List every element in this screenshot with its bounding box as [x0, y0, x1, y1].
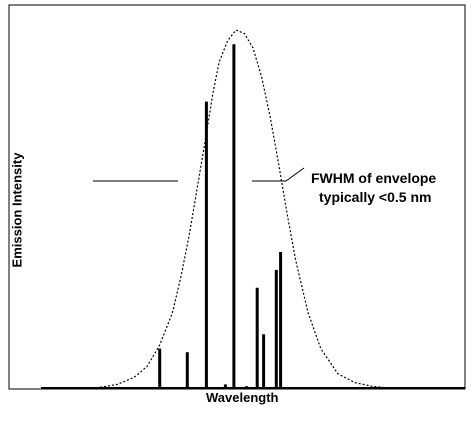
emission-lines	[158, 44, 283, 388]
fwhm-annotation-line-2: typically <0.5 nm	[319, 189, 432, 205]
fwhm-leader-right	[252, 167, 305, 182]
fwhm-annotation-line-1: FWHM of envelope	[311, 170, 437, 186]
envelope-curve	[95, 29, 389, 389]
y-axis-label: Emission Intensity	[9, 152, 25, 268]
x-axis-label: Wavelength	[206, 390, 279, 405]
